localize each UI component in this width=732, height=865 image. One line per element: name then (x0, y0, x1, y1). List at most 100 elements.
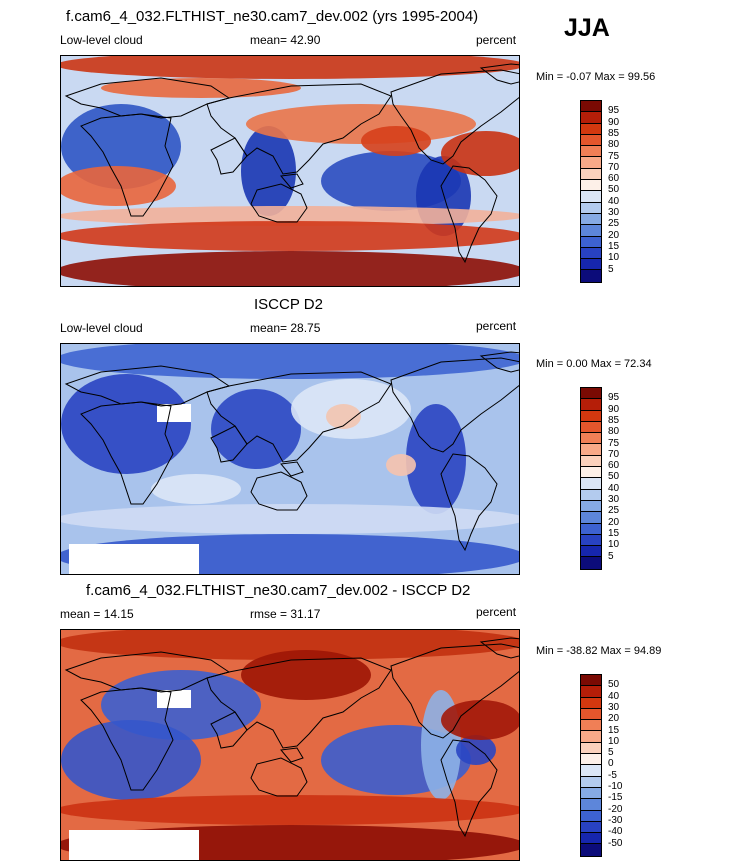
colorbar-label: 10 (608, 252, 620, 264)
coastline (206, 83, 392, 175)
colorbar-label: 15 (608, 724, 620, 736)
field-region (61, 344, 519, 379)
colorbar-label: 80 (608, 139, 620, 151)
colorbar-swatch (581, 399, 601, 411)
colorbar-label: 95 (608, 392, 620, 404)
colorbar-label: 30 (608, 701, 620, 713)
colorbar-label: 5 (608, 747, 614, 759)
colorbar-label: -40 (608, 826, 623, 838)
field-region (326, 404, 361, 429)
panel1-variable: Low-level cloud (60, 33, 143, 47)
coastline (390, 357, 519, 453)
coastline (479, 637, 519, 659)
field-region (61, 720, 201, 800)
colorbar-swatch (581, 433, 601, 445)
colorbar-label: 40 (608, 482, 620, 494)
panel3-minmax: Min = -38.82 Max = 94.89 (536, 645, 662, 657)
coastline (80, 687, 174, 791)
colorbar-label: 70 (608, 161, 620, 173)
colorbar-swatch (581, 821, 601, 834)
colorbar-swatch (581, 776, 601, 788)
colorbar-label: -20 (608, 803, 623, 815)
colorbar-swatch (581, 512, 601, 524)
colorbar-swatch (581, 765, 601, 777)
colorbar-swatch (581, 731, 601, 743)
colorbar-swatch (581, 833, 601, 845)
field-region (361, 126, 431, 156)
colorbar-swatch (581, 787, 601, 800)
colorbar-label: 75 (608, 437, 620, 449)
coastline (479, 351, 519, 373)
colorbar-label: 50 (608, 679, 620, 691)
panel3-title: f.cam6_4_032.FLTHIST_ne30.cam7_dev.002 -… (86, 582, 471, 599)
colorbar-swatch (581, 675, 601, 687)
colorbar-swatch (581, 478, 601, 490)
colorbar-label: 15 (608, 527, 620, 539)
field-region (101, 78, 301, 98)
colorbar-swatch (581, 112, 601, 124)
coastline (206, 657, 392, 749)
colorbar-label: 75 (608, 150, 620, 162)
colorbar-swatch (581, 410, 601, 422)
coastline (250, 471, 308, 511)
field-region (61, 104, 181, 189)
missing-data-mask (157, 404, 191, 422)
coastline (440, 453, 498, 552)
colorbar-swatch (581, 810, 601, 822)
field-region (241, 650, 371, 700)
colorbar-swatch (581, 754, 601, 766)
colorbar-swatch (581, 247, 601, 260)
colorbar-swatch (581, 742, 601, 755)
colorbar-swatch (581, 844, 601, 856)
coastline (280, 173, 304, 189)
panel3-colorbar (580, 674, 602, 857)
coastline (440, 165, 498, 264)
colorbar-swatch (581, 225, 601, 237)
colorbar-label: 30 (608, 207, 620, 218)
colorbar-label: -15 (608, 792, 623, 804)
field-region (151, 474, 241, 504)
coastline (80, 401, 174, 505)
colorbar-label: 50 (608, 471, 620, 483)
colorbar-label: 5 (608, 263, 614, 275)
colorbar-label: 20 (608, 516, 620, 528)
field-region (61, 221, 519, 251)
field-region (61, 795, 519, 825)
coastline (64, 77, 231, 119)
field-region (456, 735, 496, 765)
colorbar-swatch (581, 236, 601, 248)
colorbar-swatch (581, 686, 601, 698)
coastline (280, 747, 304, 763)
colorbar-swatch (581, 523, 601, 535)
colorbar-swatch (581, 146, 601, 158)
colorbar-label: 90 (608, 116, 620, 128)
coastline (80, 113, 174, 217)
coastline (250, 183, 308, 223)
field-region (61, 251, 519, 286)
colorbar-label: 50 (608, 184, 620, 196)
field-region (61, 166, 176, 206)
panel1-map (60, 55, 520, 287)
field-region (441, 700, 519, 740)
colorbar-swatch (581, 168, 601, 181)
panel2-variable: Low-level cloud (60, 321, 143, 335)
colorbar-label: 10 (608, 539, 620, 551)
coastline (210, 137, 248, 175)
colorbar-swatch (581, 270, 601, 282)
colorbar-swatch (581, 388, 601, 400)
colorbar-swatch (581, 557, 601, 569)
colorbar-label: 90 (608, 403, 620, 415)
colorbar-label: 25 (608, 218, 620, 230)
colorbar-label: 95 (608, 105, 620, 117)
field-region (386, 454, 416, 476)
colorbar-swatch (581, 708, 601, 721)
colorbar-label: 20 (608, 713, 620, 725)
colorbar-swatch (581, 489, 601, 501)
colorbar-swatch (581, 455, 601, 468)
coastline (210, 711, 248, 749)
colorbar-swatch (581, 546, 601, 558)
missing-data-mask (69, 544, 199, 574)
colorbar-swatch (581, 421, 601, 434)
coastline (390, 69, 519, 165)
season-label: JJA (564, 14, 610, 42)
